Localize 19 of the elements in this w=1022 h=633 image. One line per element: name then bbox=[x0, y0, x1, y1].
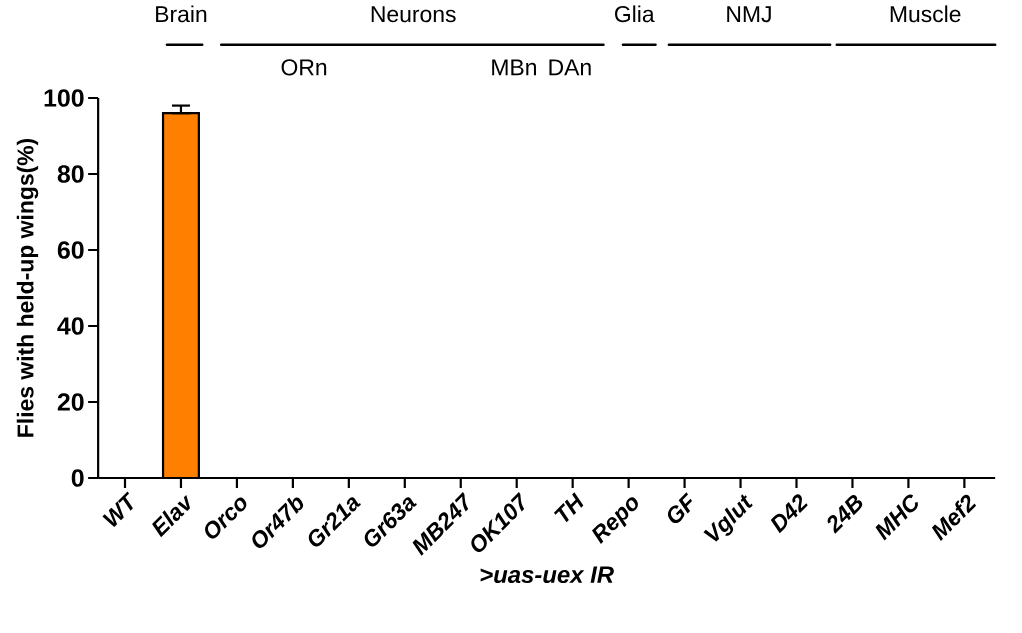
text: NMJ bbox=[727, 6, 771, 23]
text: ORn bbox=[281, 59, 327, 76]
y-tick-label: 0 bbox=[71, 469, 84, 487]
y-axis-title: Flies with held-up wings(%) bbox=[16, 138, 39, 437]
text: Muscle bbox=[890, 5, 961, 23]
y-tick-label: 40 bbox=[57, 317, 84, 335]
y-tick-label: 20 bbox=[57, 393, 84, 411]
x-tick-label: GF bbox=[667, 492, 693, 524]
text: Brain bbox=[156, 5, 207, 23]
y-tick-label: 100 bbox=[44, 89, 84, 107]
x-axis-title: >uas-uex IR bbox=[480, 566, 614, 584]
text: DAn bbox=[549, 59, 591, 76]
y-tick-label: 80 bbox=[57, 165, 84, 183]
x-tick-label: TH bbox=[553, 492, 584, 523]
text: Glia bbox=[615, 5, 655, 23]
x-tick-label: WT bbox=[102, 491, 133, 527]
y-tick-label: 60 bbox=[57, 241, 84, 259]
text: MBn bbox=[492, 59, 536, 76]
text: Neurons bbox=[371, 6, 456, 23]
